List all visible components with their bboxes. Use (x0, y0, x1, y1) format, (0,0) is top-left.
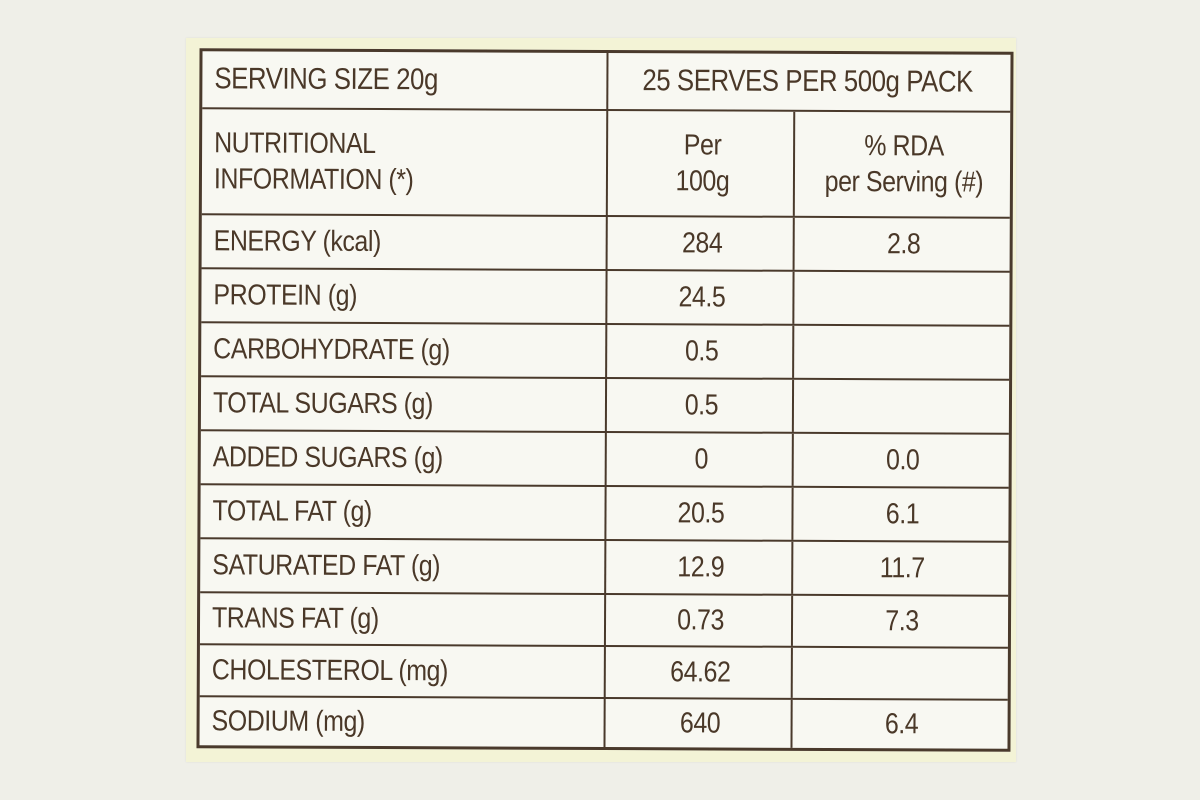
rda-value (812, 326, 995, 379)
divider (605, 325, 608, 378)
divider (791, 487, 794, 540)
serves-per-pack: 25 SERVES PER 500g PACK (642, 64, 973, 99)
rda-value: 11.7 (879, 551, 925, 584)
nutrient-name: SATURATED FAT (g) (212, 548, 441, 582)
header-row-serving: SERVING SIZE 20g 25 SERVES PER 500g PACK (202, 51, 1011, 113)
nutrient-name: TRANS FAT (g) (211, 601, 379, 635)
nutrient-name: ADDED SUGARS (g) (212, 440, 443, 474)
divider (605, 111, 609, 216)
divider (604, 379, 608, 432)
per-100g-value: 640 (679, 706, 721, 740)
table-row: TRANS FAT (g) 0.73 7.3 (199, 593, 1009, 649)
nutrient-name: TOTAL FAT (g) (212, 494, 372, 528)
per-100g-value: 12.9 (677, 550, 725, 584)
rda-value (812, 272, 995, 325)
table-row: CHOLESTEROL (mg) 64.62 (199, 645, 1008, 701)
divider (791, 379, 795, 432)
table-row: SODIUM (mg) 640 6.4 (199, 697, 1007, 749)
divider (790, 647, 793, 698)
header-row-columns: NUTRITIONAL INFORMATION (*) Per 100g % R… (201, 109, 1011, 219)
divider (605, 217, 608, 270)
nutrient-name: PROTEIN (g) (213, 278, 358, 312)
divider (604, 432, 607, 486)
rda-value: 2.8 (886, 227, 921, 260)
divider (603, 646, 606, 698)
table-row: CARBOHYDRATE (g) 0.5 (201, 323, 1010, 381)
divider (792, 271, 795, 324)
nutrition-facts-table: SERVING SIZE 20g 25 SERVES PER 500g PACK… (196, 48, 1014, 752)
rda-value: 6.4 (884, 707, 919, 740)
nutrient-name: TOTAL SUGARS (g) (212, 386, 433, 420)
rda-value (812, 380, 995, 433)
per-100g-value: 64.62 (670, 655, 731, 689)
nutrient-name: CARBOHYDRATE (g) (213, 332, 450, 366)
divider (790, 595, 794, 646)
rda-value: 7.3 (885, 604, 919, 637)
per-100g-value: 0 (694, 442, 709, 475)
rda-line2: per Serving (#) (824, 165, 984, 199)
per-100g-value: 0.5 (684, 388, 719, 421)
per100-line1: Per (683, 129, 722, 162)
divider (603, 698, 606, 748)
divider (792, 217, 795, 270)
rda-header: % RDA per Serving (#) (813, 112, 996, 217)
nutrient-name: CHOLESTEROL (mg) (211, 653, 448, 687)
divider (791, 541, 794, 594)
info-header-line1: NUTRITIONAL (214, 127, 376, 160)
rda-value (811, 648, 994, 699)
info-header-line2: INFORMATION (*) (213, 163, 414, 197)
divider (605, 271, 608, 324)
per100-line2: 100g (675, 165, 730, 198)
rda-value: 6.1 (885, 497, 920, 530)
per-100g-header: Per 100g (623, 111, 783, 216)
divider (792, 111, 796, 216)
divider (603, 594, 607, 646)
table-row: PROTEIN (g) 24.5 (201, 269, 1010, 327)
serving-size: SERVING SIZE 20g (214, 62, 438, 97)
divider (792, 325, 795, 378)
nutrient-name: ENERGY (kcal) (213, 224, 381, 258)
per-100g-value: 284 (681, 226, 723, 260)
table-row: ENERGY (kcal) 284 2.8 (201, 215, 1010, 273)
divider (604, 486, 607, 540)
rda-line1: % RDA (864, 130, 944, 163)
rda-value: 0.0 (885, 443, 920, 476)
per-100g-value: 20.5 (677, 496, 725, 530)
divider (606, 53, 609, 110)
per-100g-value: 0.73 (677, 603, 725, 637)
per-100g-value: 24.5 (678, 280, 726, 314)
divider (790, 699, 793, 748)
table-row: TOTAL SUGARS (g) 0.5 (200, 377, 1010, 435)
nutrient-name: SODIUM (mg) (211, 704, 365, 738)
divider (604, 540, 607, 594)
table-row: ADDED SUGARS (g) 0 0.0 (200, 431, 1009, 489)
nutritional-information-header: NUTRITIONAL INFORMATION (*) (214, 109, 414, 214)
table-row: TOTAL FAT (g) 20.5 6.1 (200, 485, 1009, 543)
divider (791, 433, 794, 486)
table-row: SATURATED FAT (g) 12.9 11.7 (200, 539, 1009, 597)
per-100g-value: 0.5 (684, 334, 719, 367)
